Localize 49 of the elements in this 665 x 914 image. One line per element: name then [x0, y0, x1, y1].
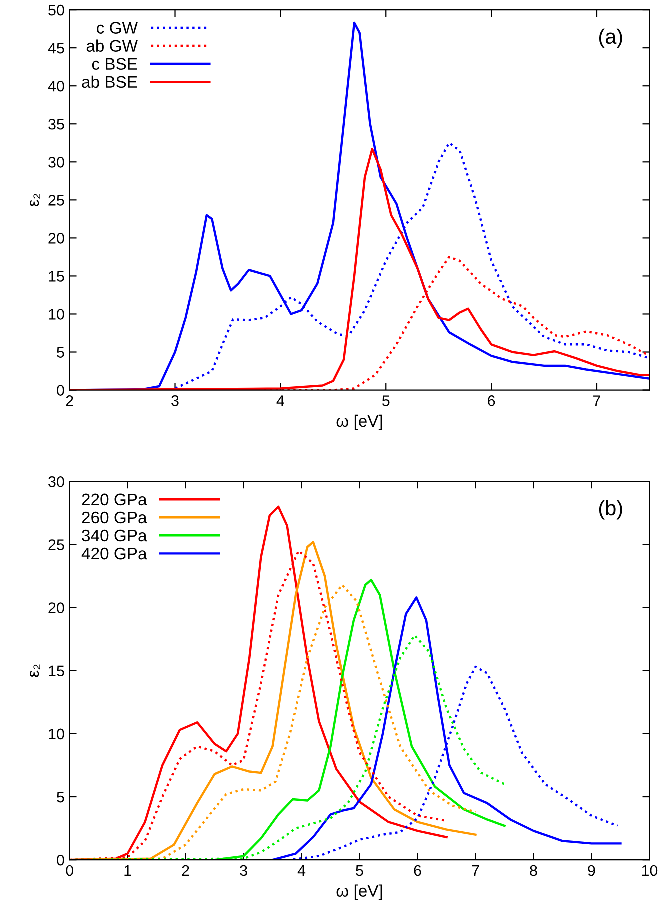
legend-label: 340 GPa [82, 530, 148, 542]
x-axis-title: ω [eV] [336, 414, 382, 430]
y-tick-label: 15 [49, 271, 64, 282]
y-tick-label: 15 [49, 666, 64, 677]
y-tick-label: 0 [57, 854, 64, 866]
annotation: (a) [599, 28, 622, 48]
x-tick-label: 10 [642, 865, 658, 876]
x-tick-label: 1 [124, 865, 132, 876]
y-tick-label: 0 [57, 385, 64, 396]
legend-label: ab BSE [82, 76, 138, 88]
y-axis-title: ε₂ [30, 664, 40, 678]
y-tick-label: 10 [49, 309, 64, 320]
y-tick-label: 20 [48, 602, 64, 614]
x-tick-label: 7 [594, 396, 600, 406]
x-tick-label: 4 [276, 396, 284, 406]
x-axis-title: ω [eV] [336, 884, 382, 900]
x-tick-label: 9 [588, 865, 596, 876]
x-tick-label: 3 [172, 396, 179, 406]
x-tick-label: 7 [472, 865, 480, 876]
x-tick-label: 6 [414, 865, 422, 876]
y-tick-label: 25 [48, 540, 64, 550]
x-tick-label: 2 [182, 865, 190, 876]
legend-label: c BSE [92, 58, 138, 70]
x-tick-label: 2 [66, 396, 74, 406]
x-tick-label: 6 [488, 396, 496, 406]
x-tick-label: 5 [356, 865, 364, 876]
legend-label: 420 GPa [82, 548, 148, 560]
y-tick-label: 35 [48, 118, 64, 130]
y-tick-label: 5 [57, 792, 64, 803]
x-tick-label: 0 [66, 865, 74, 876]
y-tick-label: 10 [49, 728, 64, 740]
legend-label: c GW [97, 22, 138, 34]
y-tick-label: 30 [48, 476, 64, 488]
annotation: (b) [599, 500, 622, 520]
y-tick-label: 5 [57, 347, 64, 358]
y-tick-label: 25 [48, 195, 64, 206]
y-axis-title: ε₂ [30, 194, 40, 207]
legend-label: 220 GPa [82, 494, 148, 506]
legend-label: 260 GPa [82, 512, 148, 524]
x-tick-label: 4 [298, 865, 306, 876]
legend-label: ab GW [86, 40, 138, 52]
y-tick-label: 30 [48, 157, 64, 168]
x-tick-label: 5 [382, 396, 390, 406]
y-tick-label: 50 [48, 4, 64, 16]
x-tick-label: 8 [530, 865, 538, 876]
y-tick-label: 40 [48, 80, 64, 92]
y-tick-label: 20 [48, 233, 64, 244]
y-tick-label: 45 [48, 43, 64, 54]
x-tick-label: 3 [240, 865, 248, 876]
